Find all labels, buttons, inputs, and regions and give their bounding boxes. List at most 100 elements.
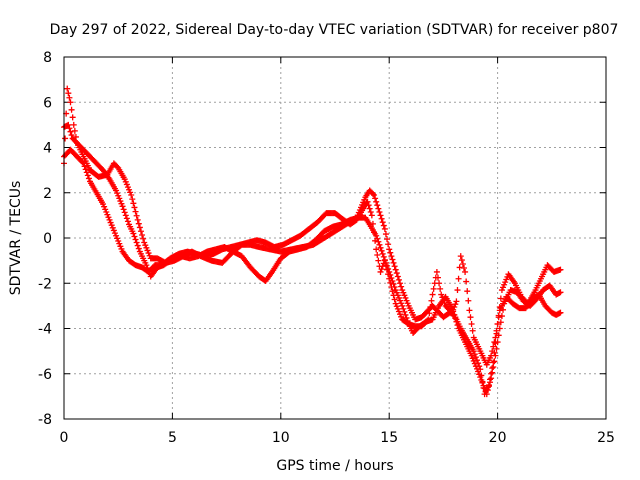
data-point [488, 375, 495, 382]
data-point [134, 216, 141, 223]
data-point [369, 220, 376, 227]
grid [64, 57, 606, 419]
data-point [131, 204, 138, 211]
y-tick-label: -2 [38, 276, 52, 292]
data-point [394, 273, 401, 280]
data-point [379, 263, 386, 270]
data-point [381, 257, 388, 264]
data-point [84, 172, 91, 179]
data-point [454, 287, 461, 294]
x-axis-label: GPS time / hours [276, 458, 393, 474]
x-tick-label: 15 [380, 430, 398, 446]
data-point [495, 332, 502, 339]
data-point [373, 246, 380, 253]
data-point [365, 202, 372, 209]
data-point [66, 94, 73, 101]
data-point [458, 257, 465, 264]
data-point [385, 265, 392, 272]
y-tick-label: -4 [38, 322, 52, 338]
data-point [460, 264, 467, 271]
data-point [439, 294, 446, 301]
data-point [475, 368, 482, 375]
data-point [426, 310, 433, 317]
data-point [476, 371, 483, 378]
data-point [450, 306, 457, 313]
data-point [364, 198, 371, 205]
data-point [481, 385, 488, 392]
data-point [375, 238, 382, 245]
data-point [129, 196, 136, 203]
data-point [392, 266, 399, 273]
y-tick-label: -8 [38, 412, 52, 428]
data-point [480, 382, 487, 389]
data-point [467, 314, 474, 321]
data-point [489, 348, 496, 355]
data-point [453, 318, 460, 325]
data-point [472, 354, 479, 361]
y-tick-label: 2 [43, 186, 52, 202]
data-point [388, 253, 395, 260]
data-point [489, 369, 496, 376]
data-point [140, 235, 147, 242]
x-tick-label: 25 [597, 430, 615, 446]
data-point [495, 314, 502, 321]
data-point [441, 300, 448, 307]
data-point [400, 305, 407, 312]
data-point [399, 302, 406, 309]
data-point [377, 212, 384, 219]
axis-ticks: 0 5 10 15 20 25 -8 -6 -4 -2 0 2 4 6 8 [38, 50, 615, 446]
data-point [494, 320, 501, 327]
data-point [133, 239, 140, 246]
data-point [469, 327, 476, 334]
data-point [379, 219, 386, 226]
y-tick-label: 4 [43, 141, 52, 157]
data-point [491, 339, 498, 346]
series-group [61, 85, 564, 398]
data-point [376, 208, 383, 215]
data-point [65, 121, 72, 128]
data-point [382, 262, 389, 269]
data-point [434, 274, 441, 281]
data-point [483, 391, 490, 398]
y-axis-label: SDTVAR / TECUs [8, 181, 24, 296]
data-point [128, 192, 135, 199]
data-point [70, 121, 77, 128]
data-point [62, 135, 69, 142]
data-point [557, 289, 564, 296]
data-point [387, 249, 394, 256]
y-tick-label: 8 [43, 50, 52, 66]
data-point [374, 251, 381, 258]
data-point [385, 241, 392, 248]
data-point [381, 225, 388, 232]
data-point [474, 357, 481, 364]
data-point [433, 268, 440, 275]
data-point [79, 159, 86, 166]
data-point [85, 175, 92, 182]
data-point [449, 309, 456, 316]
data-point [83, 169, 90, 176]
data-point [440, 297, 447, 304]
data-point [438, 291, 445, 298]
data-point [428, 297, 435, 304]
data-point [465, 297, 472, 304]
data-point [493, 345, 500, 352]
data-point [377, 244, 384, 251]
data-point [454, 322, 461, 329]
x-tick-label: 10 [272, 430, 290, 446]
data-point [479, 379, 486, 386]
data-point [437, 285, 444, 292]
data-point [66, 125, 73, 132]
data-point [68, 132, 75, 139]
data-point [121, 209, 128, 216]
y-tick-label: 6 [43, 95, 52, 111]
data-point [491, 358, 498, 365]
data-point [374, 202, 381, 209]
data-point [498, 313, 505, 320]
data-point [457, 253, 464, 260]
data-point [376, 241, 383, 248]
data-point [378, 215, 385, 222]
data-point [373, 232, 380, 239]
data-point [119, 203, 126, 210]
data-point [477, 374, 484, 381]
data-point [380, 253, 387, 260]
